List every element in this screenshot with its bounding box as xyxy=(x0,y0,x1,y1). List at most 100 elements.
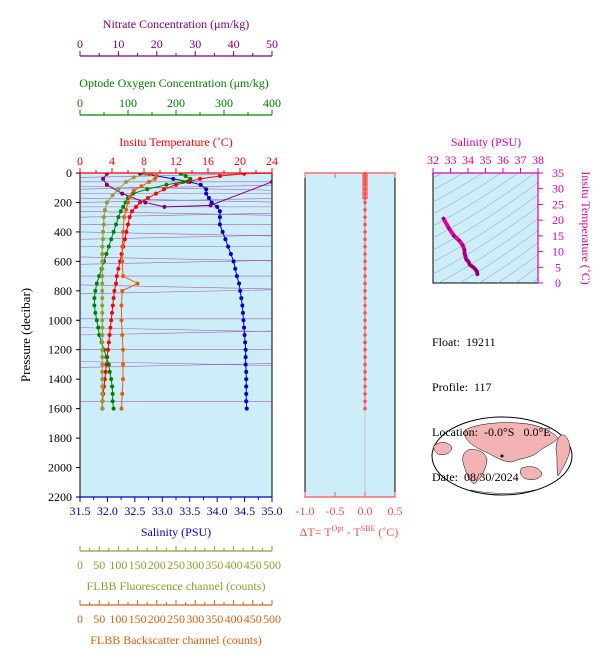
float-line: Float: 19211 xyxy=(432,335,496,349)
temperature-tick-label: 0 xyxy=(77,154,83,168)
fluorescence-point xyxy=(101,237,106,242)
density-contour xyxy=(514,266,538,283)
delta-t-point xyxy=(363,333,367,337)
nitrate-axis-label: Nitrate Concentration (μm/kg) xyxy=(103,17,249,31)
temperature-point xyxy=(111,296,116,301)
date-line: Date: 08/30/2024 xyxy=(432,470,519,484)
backscatter-point xyxy=(149,173,154,176)
temperature-point xyxy=(154,191,158,196)
level-line xyxy=(80,184,272,190)
backscatter-point xyxy=(121,362,126,367)
backscatter-point xyxy=(119,406,124,411)
oxygen-tick-label: 100 xyxy=(119,96,137,110)
level-line xyxy=(80,197,272,203)
fluorescence-point xyxy=(100,377,105,382)
temperature-tick-label: 8 xyxy=(141,154,147,168)
ts-salinity-tick-label: 33 xyxy=(445,153,457,167)
backscatter-point xyxy=(121,377,126,382)
ts-salinity-tick-label: 38 xyxy=(532,153,544,167)
ts-profile-point xyxy=(463,251,466,255)
location-value: -0.0°S 0.0°E xyxy=(483,425,551,439)
salinity-tick-label: 32.5 xyxy=(124,504,145,518)
delta-t-point xyxy=(363,244,367,249)
oxygen-point xyxy=(109,377,114,382)
backscatter-point xyxy=(126,200,130,205)
salinity-point xyxy=(206,196,211,201)
backscatter-point xyxy=(121,347,126,352)
ts-profile-point xyxy=(442,217,445,221)
nitrate-point xyxy=(120,191,125,196)
backscatter-point xyxy=(119,318,124,323)
backscatter-tick-label: 0 xyxy=(77,612,83,626)
fluorescence-point xyxy=(100,310,105,315)
pressure-tick-label: 200 xyxy=(54,195,72,209)
oxygen-point xyxy=(93,288,98,293)
fluorescence-tick-label: 50 xyxy=(93,558,105,572)
ts-temperature-tick-label: 35 xyxy=(552,166,564,180)
map-continent-australia xyxy=(520,466,543,480)
level-line xyxy=(80,363,272,368)
temperature-point xyxy=(112,288,117,293)
ts-temperature-tick-label: 25 xyxy=(552,197,564,211)
fluorescence-point xyxy=(102,207,107,212)
pressure-axis-label: Pressure (decibar) xyxy=(18,288,33,382)
nitrate-point xyxy=(162,204,167,209)
salinity-point xyxy=(240,310,245,315)
ts-profile-point xyxy=(463,248,466,252)
nitrate-point xyxy=(143,200,148,205)
salinity-tick-label: 33.5 xyxy=(179,504,200,518)
density-contour xyxy=(437,218,538,283)
salinity-point xyxy=(228,252,233,256)
density-contour xyxy=(433,194,538,263)
ts-profile-point xyxy=(475,272,479,276)
ts-profile-point xyxy=(447,226,451,230)
backscatter-tick-label: 300 xyxy=(186,612,204,626)
oxygen-point xyxy=(109,237,114,242)
delta-t-tick-label: 0.5 xyxy=(388,504,403,518)
salinity-tick-label: 34.5 xyxy=(234,504,255,518)
ts-salinity-tick-label: 37 xyxy=(515,153,527,167)
delta-t-point xyxy=(363,362,367,367)
fluorescence-point xyxy=(100,355,105,360)
fluorescence-point xyxy=(100,347,105,352)
date-value: 08/30/2024 xyxy=(464,470,519,484)
backscatter-point xyxy=(154,173,159,178)
temperature-point xyxy=(126,222,130,227)
backscatter-point xyxy=(152,176,157,181)
oxygen-tick-label: 400 xyxy=(263,96,281,110)
temperature-point xyxy=(110,303,115,308)
temperature-point xyxy=(130,209,134,214)
ts-temperature-tick-label: 20 xyxy=(552,213,564,227)
fluorescence-point xyxy=(101,215,106,220)
fluorescence-point xyxy=(116,187,121,192)
ts-salinity-tick-label: 36 xyxy=(497,153,509,167)
oxygen-point xyxy=(145,187,150,192)
backscatter-tick-label: 250 xyxy=(167,612,185,626)
salinity-point xyxy=(204,191,209,196)
backscatter-point xyxy=(121,274,126,279)
pressure-tick-label: 2000 xyxy=(48,461,72,475)
salinity-point xyxy=(204,187,209,192)
salinity-point xyxy=(243,347,248,352)
oxygen-tick-label: 200 xyxy=(167,96,185,110)
fluorescence-point xyxy=(124,179,129,184)
ts-temperature-tick-label: 15 xyxy=(552,229,564,243)
backscatter-point xyxy=(139,184,144,189)
map-continent-americas-east xyxy=(555,434,571,477)
delta-t-point xyxy=(363,384,367,389)
map-continent-americas-west xyxy=(433,442,453,455)
delta-t-panel-background xyxy=(304,172,396,498)
delta-t-point xyxy=(363,230,367,234)
delta-t-point xyxy=(363,215,367,219)
fluorescence-tick-label: 150 xyxy=(129,558,147,572)
temperature-point xyxy=(127,215,132,220)
temperature-point xyxy=(146,196,150,201)
fluorescence-point xyxy=(100,406,105,411)
temperature-point xyxy=(124,229,129,234)
fluorescence-tick-label: 500 xyxy=(263,558,281,572)
oxygen-point xyxy=(106,362,111,367)
salinity-point xyxy=(231,259,236,264)
nitrate-point xyxy=(270,179,272,184)
density-contour xyxy=(433,173,464,191)
delta-t-point xyxy=(363,237,367,242)
